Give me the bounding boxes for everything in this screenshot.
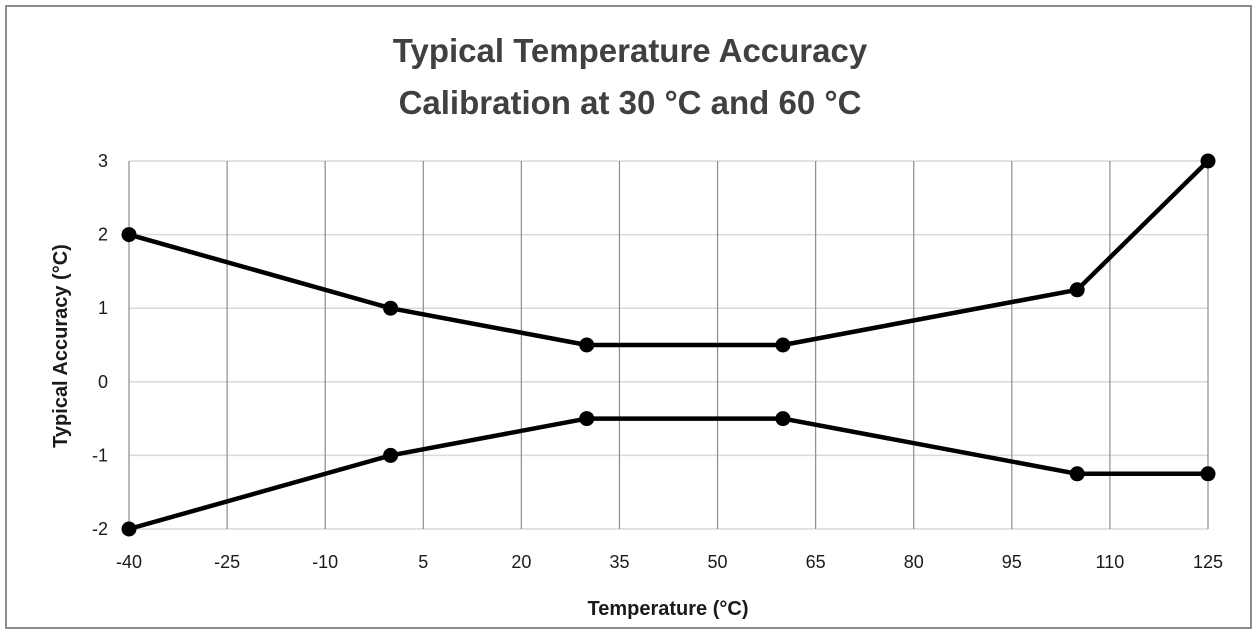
x-tick-label: 80 — [904, 552, 924, 572]
y-tick-label: 1 — [98, 298, 108, 318]
y-tick-label: 2 — [98, 225, 108, 245]
x-tick-label: -40 — [116, 552, 142, 572]
data-point — [579, 411, 595, 427]
y-tick-label: 0 — [98, 372, 108, 392]
x-tick-label: 50 — [708, 552, 728, 572]
x-tick-label: 95 — [1002, 552, 1022, 572]
x-tick-label: 35 — [609, 552, 629, 572]
y-tick-label: 3 — [98, 151, 108, 171]
data-point — [1069, 282, 1085, 298]
data-point — [1200, 153, 1216, 169]
y-tick-label: -1 — [92, 445, 108, 465]
x-tick-label: 110 — [1096, 552, 1125, 572]
data-point — [1069, 466, 1085, 482]
chart-frame — [5, 5, 1252, 629]
x-tick-label: 125 — [1193, 552, 1223, 572]
y-axis-label: Typical Accuracy (°C) — [50, 244, 72, 448]
x-tick-label: 65 — [806, 552, 826, 572]
chart-subtitle: Calibration at 30 °C and 60 °C — [399, 84, 862, 121]
x-tick-label: 20 — [511, 552, 531, 572]
data-point — [1200, 466, 1216, 482]
data-point — [775, 411, 791, 427]
data-point — [121, 227, 137, 243]
data-point — [383, 300, 399, 316]
x-axis-label: Temperature (°C) — [588, 598, 749, 620]
x-tick-label: -10 — [312, 552, 338, 572]
data-point — [775, 337, 791, 353]
series-lower-line — [126, 416, 1211, 532]
series-layer — [121, 153, 1216, 537]
data-point — [383, 447, 399, 463]
series-upper-line — [126, 158, 1211, 348]
grid-layer — [128, 160, 1209, 530]
y-tick-label: -2 — [92, 519, 108, 539]
chart-title: Typical Temperature Accuracy — [393, 32, 868, 69]
data-point — [579, 337, 595, 353]
x-tick-label: -25 — [214, 552, 240, 572]
data-point — [121, 521, 137, 537]
x-tick-label: 5 — [418, 552, 428, 572]
